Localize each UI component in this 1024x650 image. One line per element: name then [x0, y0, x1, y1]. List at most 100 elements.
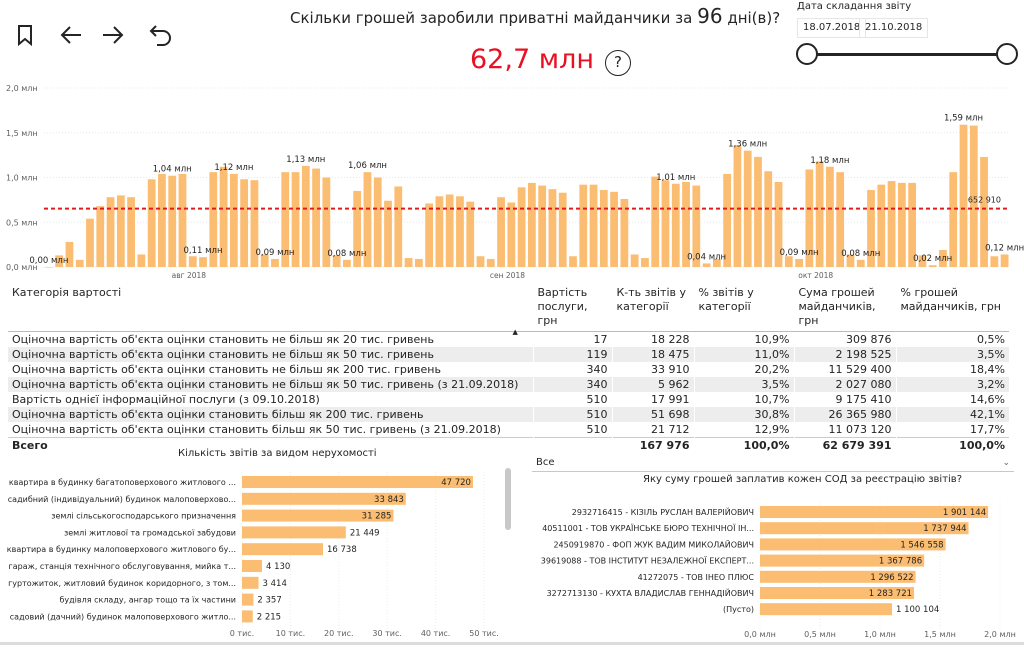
daily-bar[interactable]	[250, 180, 259, 267]
daily-bar[interactable]	[322, 177, 331, 268]
daily-bar[interactable]	[805, 169, 814, 267]
daily-bar[interactable]	[363, 172, 372, 267]
table-row[interactable]: Оціночна вартість об'єкта оцінки станови…	[8, 347, 1009, 362]
daily-bar[interactable]	[795, 258, 803, 267]
daily-bar[interactable]	[682, 181, 690, 267]
category-bar[interactable]	[242, 610, 253, 623]
category-bar[interactable]	[242, 492, 406, 505]
category-bar[interactable]	[242, 509, 394, 522]
daily-bar[interactable]	[579, 184, 588, 267]
undo-button[interactable]	[148, 22, 174, 48]
daily-bar[interactable]	[897, 182, 906, 267]
daily-bar[interactable]	[918, 255, 927, 267]
daily-bar[interactable]	[671, 183, 680, 267]
daily-bar[interactable]	[959, 124, 968, 267]
daily-bar[interactable]	[538, 185, 547, 267]
date-end-input[interactable]: 21.10.2018	[859, 18, 929, 38]
daily-bar[interactable]	[456, 196, 464, 267]
daily-bar[interactable]	[229, 173, 238, 267]
daily-bar[interactable]	[620, 198, 629, 267]
daily-bar[interactable]	[856, 259, 865, 267]
daily-bar[interactable]	[836, 172, 845, 267]
daily-bar[interactable]	[291, 172, 300, 267]
daily-bar[interactable]	[199, 257, 207, 267]
daily-bar[interactable]	[332, 255, 341, 267]
daily-bar[interactable]	[271, 258, 279, 267]
category-bar[interactable]	[760, 587, 915, 599]
daily-bar[interactable]	[45, 267, 53, 268]
daily-bar[interactable]	[826, 166, 834, 267]
daily-bar[interactable]	[507, 202, 516, 267]
daily-bar[interactable]	[733, 145, 742, 267]
daily-bar[interactable]	[939, 249, 947, 267]
daily-bar[interactable]	[548, 189, 557, 267]
daily-bar[interactable]	[980, 156, 988, 267]
daily-bar[interactable]	[414, 258, 423, 267]
category-bar[interactable]	[242, 526, 346, 539]
date-slider-track[interactable]	[807, 53, 1007, 56]
daily-bar[interactable]	[55, 255, 64, 267]
daily-bar[interactable]	[497, 197, 505, 267]
daily-bar[interactable]	[558, 192, 567, 267]
col-header-sum[interactable]: Сума грошей майданчиків, грн	[793, 284, 896, 332]
daily-bar[interactable]	[949, 172, 958, 267]
daily-bar[interactable]	[168, 175, 177, 267]
daily-bar[interactable]	[394, 186, 403, 267]
date-start-input[interactable]: 18.07.2018	[797, 18, 867, 38]
table-row[interactable]: Оціночна вартість об'єкта оцінки станови…	[8, 407, 1009, 422]
daily-bar[interactable]	[702, 263, 711, 267]
category-bar[interactable]	[760, 554, 925, 567]
daily-bar[interactable]	[178, 173, 187, 267]
daily-bar[interactable]	[815, 161, 824, 267]
daily-bar[interactable]	[127, 197, 135, 267]
col-header-sum-pct[interactable]: % грошей майданчиків, грн	[895, 284, 1009, 332]
forward-button[interactable]	[100, 22, 126, 48]
daily-bar[interactable]	[75, 259, 84, 267]
category-bar[interactable]	[242, 476, 473, 488]
daily-bar[interactable]	[610, 191, 618, 267]
daily-bar[interactable]	[928, 265, 937, 267]
daily-bar[interactable]	[1000, 254, 1009, 267]
daily-bar[interactable]	[887, 181, 896, 267]
daily-bar[interactable]	[353, 190, 362, 267]
daily-bar[interactable]	[466, 201, 475, 267]
daily-bar[interactable]	[445, 194, 454, 267]
daily-bar[interactable]	[599, 190, 608, 267]
bookmark-button[interactable]	[12, 22, 38, 48]
category-bar[interactable]	[242, 560, 262, 572]
daily-bar[interactable]	[312, 168, 320, 267]
daily-bar[interactable]	[384, 200, 392, 267]
date-slider-start-handle[interactable]	[796, 43, 818, 65]
daily-bar[interactable]	[867, 190, 875, 267]
daily-bar[interactable]	[209, 172, 218, 267]
daily-bar[interactable]	[846, 254, 855, 267]
category-bar[interactable]	[242, 593, 254, 606]
daily-bar[interactable]	[281, 172, 290, 267]
help-button[interactable]: ?	[605, 50, 631, 76]
daily-bar[interactable]	[641, 258, 649, 267]
col-header-category[interactable]: Категорія вартості	[8, 284, 533, 332]
daily-bar[interactable]	[435, 196, 444, 267]
daily-bar[interactable]	[404, 258, 413, 267]
daily-bar[interactable]	[990, 256, 999, 267]
daily-bar[interactable]	[86, 218, 94, 267]
daily-bar[interactable]	[969, 125, 978, 267]
table-row[interactable]: Вартість однієї інформаційної послуги (з…	[8, 392, 1009, 407]
daily-bar[interactable]	[723, 173, 732, 267]
daily-bar[interactable]	[486, 258, 495, 267]
daily-bar[interactable]	[569, 256, 577, 267]
table-row[interactable]: Оціночна вартість об'єкта оцінки станови…	[8, 422, 1009, 438]
property-chart-scrollbar[interactable]	[505, 468, 511, 530]
daily-bar[interactable]	[219, 166, 228, 267]
daily-bar[interactable]	[630, 254, 639, 267]
daily-bar[interactable]	[692, 185, 701, 267]
daily-bar[interactable]	[240, 179, 249, 267]
daily-bar[interactable]	[301, 165, 310, 267]
daily-bar[interactable]	[754, 156, 762, 267]
category-bar[interactable]	[760, 603, 893, 616]
category-bar[interactable]	[760, 506, 989, 518]
daily-bar[interactable]	[661, 180, 670, 267]
daily-bar[interactable]	[116, 195, 125, 267]
daily-bar[interactable]	[260, 254, 269, 267]
daily-bar[interactable]	[651, 176, 660, 267]
